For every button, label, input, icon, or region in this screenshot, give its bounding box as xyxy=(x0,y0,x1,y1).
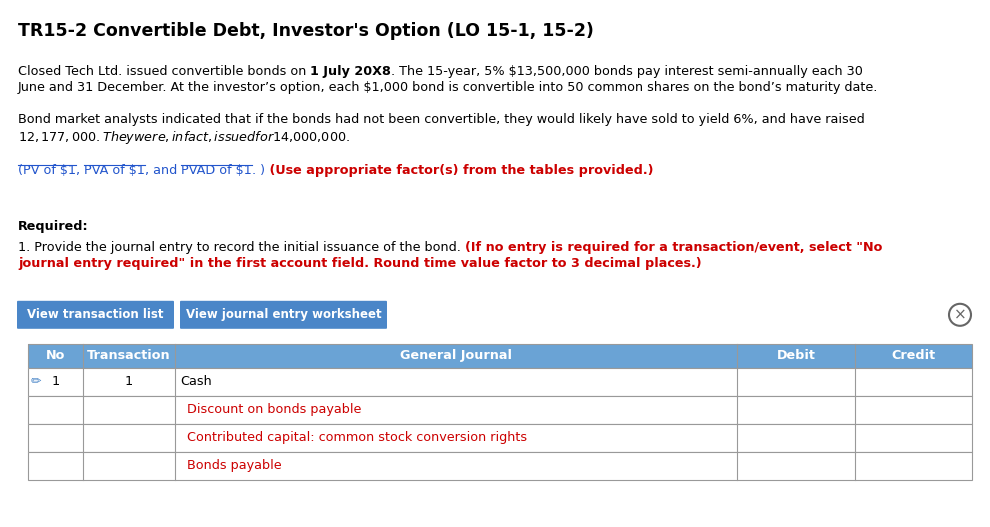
Text: Credit: Credit xyxy=(891,349,936,362)
Text: (PV of $1: (PV of $1 xyxy=(18,164,76,177)
Bar xyxy=(28,424,972,452)
Text: Bonds payable: Bonds payable xyxy=(187,460,282,472)
Text: TR15-2 Convertible Debt, Investor's Option (LO 15-1, 15-2): TR15-2 Convertible Debt, Investor's Opti… xyxy=(18,22,594,40)
Text: View journal entry worksheet: View journal entry worksheet xyxy=(186,308,381,321)
Bar xyxy=(28,344,972,368)
Text: No: No xyxy=(46,349,65,362)
Text: , and: , and xyxy=(145,164,181,177)
Text: 1. Provide the journal entry to record the initial issuance of the bond.: 1. Provide the journal entry to record t… xyxy=(18,241,465,254)
Bar xyxy=(28,368,972,396)
Text: Closed Tech Ltd. issued convertible bonds on: Closed Tech Ltd. issued convertible bond… xyxy=(18,65,311,78)
Text: 1 July 20X8: 1 July 20X8 xyxy=(311,65,391,78)
Text: (If no entry is required for a transaction/event, select "No: (If no entry is required for a transacti… xyxy=(465,241,882,254)
Text: General Journal: General Journal xyxy=(400,349,512,362)
Bar xyxy=(28,424,972,452)
FancyBboxPatch shape xyxy=(17,301,174,329)
Text: ✏: ✏ xyxy=(31,375,42,388)
Text: Debit: Debit xyxy=(776,349,816,362)
Text: Cash: Cash xyxy=(180,375,212,388)
Bar xyxy=(28,452,972,480)
Text: . The 15-year, 5% $13,500,000 bonds pay interest semi-annually each 30: . The 15-year, 5% $13,500,000 bonds pay … xyxy=(391,65,863,78)
Text: Discount on bonds payable: Discount on bonds payable xyxy=(187,403,361,416)
Text: PVAD of $1: PVAD of $1 xyxy=(181,164,252,177)
Text: 1: 1 xyxy=(51,375,59,388)
Bar xyxy=(28,368,972,396)
Text: . ): . ) xyxy=(252,164,265,177)
Bar xyxy=(28,396,972,424)
Text: ×: × xyxy=(953,307,966,323)
Text: (Use appropriate factor(s) from the tables provided.): (Use appropriate factor(s) from the tabl… xyxy=(265,164,653,177)
Text: ,: , xyxy=(76,164,84,177)
Text: Required:: Required: xyxy=(18,220,89,233)
Bar xyxy=(28,396,972,424)
Text: Transaction: Transaction xyxy=(87,349,171,362)
FancyBboxPatch shape xyxy=(180,301,387,329)
Text: June and 31 December. At the investor’s option, each $1,000 bond is convertible : June and 31 December. At the investor’s … xyxy=(18,81,878,94)
Text: Bond market analysts indicated that if the bonds had not been convertible, they : Bond market analysts indicated that if t… xyxy=(18,113,864,126)
Text: 1: 1 xyxy=(125,375,133,388)
Text: journal entry required" in the first account field. Round time value factor to 3: journal entry required" in the first acc… xyxy=(18,257,702,270)
Text: View transaction list: View transaction list xyxy=(28,308,163,321)
Text: $12,177,000. They were, in fact, issued for $14,000,000.: $12,177,000. They were, in fact, issued … xyxy=(18,129,350,146)
Text: PVA of $1: PVA of $1 xyxy=(84,164,145,177)
Bar xyxy=(28,344,972,368)
Bar xyxy=(28,452,972,480)
Text: Contributed capital: common stock conversion rights: Contributed capital: common stock conver… xyxy=(187,431,528,444)
